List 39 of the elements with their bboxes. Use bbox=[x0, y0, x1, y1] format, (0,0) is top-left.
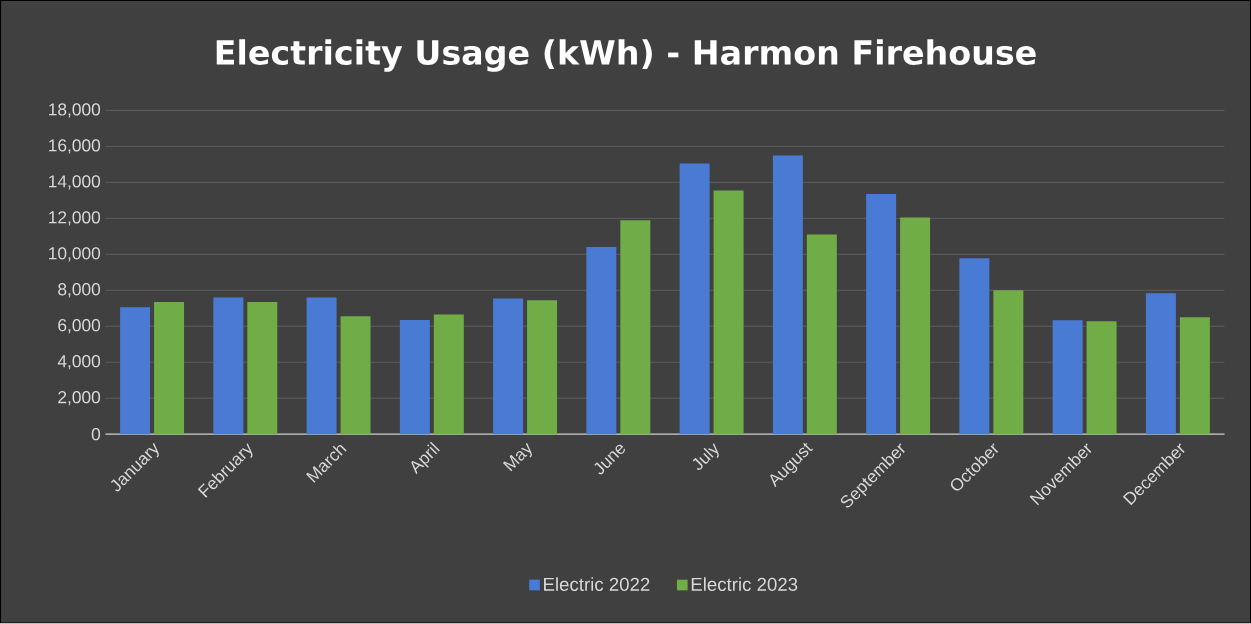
bar bbox=[306, 297, 337, 435]
bar bbox=[772, 155, 803, 435]
bar bbox=[993, 290, 1024, 435]
y-tick-label: 6,000 bbox=[58, 319, 101, 334]
x-tick-label: May bbox=[502, 443, 532, 472]
y-tick-label: 2,000 bbox=[58, 391, 101, 406]
bar bbox=[1052, 320, 1083, 435]
bar bbox=[399, 320, 430, 435]
y-tick-label: 16,000 bbox=[49, 139, 101, 154]
bar bbox=[959, 258, 990, 435]
chart-title: Electricity Usage (kWh) - Harmon Firehouse bbox=[216, 39, 1036, 72]
y-tick-label: 8,000 bbox=[58, 283, 101, 298]
bar bbox=[1145, 293, 1176, 435]
legend-label: Electric 2022 bbox=[544, 577, 650, 592]
bar bbox=[679, 163, 710, 435]
bar bbox=[1179, 317, 1210, 435]
y-tick-label: 4,000 bbox=[57, 355, 101, 370]
bar bbox=[433, 314, 464, 435]
bar bbox=[713, 190, 744, 435]
y-tick-label: 18,000 bbox=[49, 103, 101, 118]
y-tick-label: 12,000 bbox=[49, 211, 101, 226]
bar bbox=[866, 194, 897, 435]
x-tick-label: July bbox=[692, 443, 719, 471]
bar bbox=[213, 297, 244, 435]
bar bbox=[620, 220, 651, 435]
legend-label: Electric 2023 bbox=[691, 577, 798, 592]
bar bbox=[154, 302, 185, 435]
bar bbox=[247, 302, 278, 435]
bar bbox=[493, 298, 524, 435]
bar bbox=[900, 217, 931, 435]
bar bbox=[527, 300, 558, 435]
bar bbox=[806, 234, 837, 435]
bar bbox=[340, 316, 371, 435]
y-tick-label: 0 bbox=[91, 428, 101, 441]
bar bbox=[120, 307, 151, 435]
y-tick-label: 14,000 bbox=[49, 175, 101, 190]
y-tick-label: 10,000 bbox=[49, 247, 101, 262]
bar bbox=[586, 247, 617, 435]
bar bbox=[1086, 321, 1117, 435]
